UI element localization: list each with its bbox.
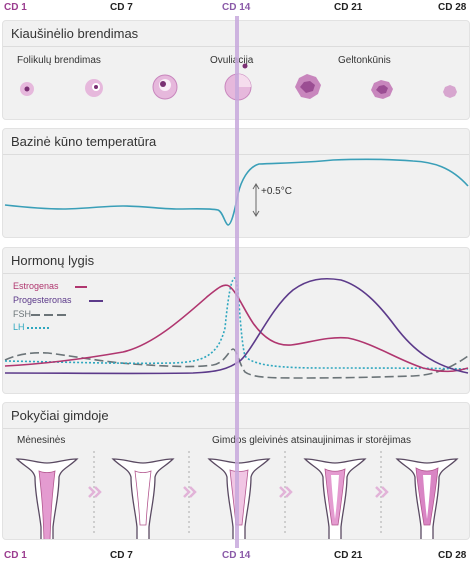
temperature-chart xyxy=(4,158,469,226)
hormones-title: Hormonų lygis xyxy=(11,253,95,268)
cd-top-28: CD 28 xyxy=(438,2,467,13)
corpus-luteum-1-icon xyxy=(295,74,321,99)
temperature-title: Bazinė kūno temperatūra xyxy=(11,134,157,149)
menstruation-label: Mėnesinės xyxy=(17,435,66,446)
follicle-3-icon xyxy=(152,74,178,100)
cd-top-21: CD 21 xyxy=(334,2,363,13)
legend-lh: LH xyxy=(13,322,25,332)
ovulation-label: Ovuliacija xyxy=(210,55,254,66)
corpus-luteum-3-icon xyxy=(443,85,457,98)
corpus-luteum-2-icon xyxy=(371,80,393,99)
cd-top-1: CD 1 xyxy=(4,2,27,13)
uterus-drawing xyxy=(16,451,458,539)
progesterone-curve xyxy=(4,277,469,375)
uterus-title: Pokyčiai gimdoje xyxy=(11,408,109,423)
uterus-5-icon xyxy=(396,458,458,539)
uterus-3-icon xyxy=(208,458,270,539)
cd-bottom-21: CD 21 xyxy=(334,550,363,561)
uterus-2-icon xyxy=(112,458,174,539)
legend-fsh: FSH xyxy=(13,309,31,319)
temperature-delta-label: +0.5°C xyxy=(261,186,292,197)
cd-bottom-7: CD 7 xyxy=(110,550,133,561)
cd-bottom-28: CD 28 xyxy=(438,550,467,561)
temperature-delta-arrow xyxy=(252,183,260,217)
corpus-luteum-label: Geltonkūnis xyxy=(338,55,391,66)
uterus-4-icon xyxy=(304,458,366,539)
progress-chevron-icons xyxy=(88,486,389,498)
follicles-label: Folikulų brendimas xyxy=(17,55,101,66)
ovary-drawing xyxy=(20,63,457,101)
follicle-2-icon xyxy=(85,79,103,97)
cd-top-7: CD 7 xyxy=(110,2,133,13)
ovulation-line xyxy=(235,16,239,548)
ovary-title: Kiaušinėlio brendimas xyxy=(11,26,139,41)
cd-bottom-14: CD 14 xyxy=(222,550,251,561)
cd-top-14: CD 14 xyxy=(222,2,251,13)
estrogen-curve xyxy=(4,284,469,373)
legend-progesterone: Progesteronas xyxy=(13,295,72,305)
temperature-curve xyxy=(4,158,469,226)
legend-estrogen: Estrogenas xyxy=(13,281,59,291)
cd-bottom-1: CD 1 xyxy=(4,550,27,561)
follicle-1-icon xyxy=(20,82,34,96)
uterus-1-icon xyxy=(16,458,78,539)
fsh-curve xyxy=(4,348,469,379)
lining-label: Gimdos gleivinės atsinaujinimas ir storė… xyxy=(212,435,411,446)
